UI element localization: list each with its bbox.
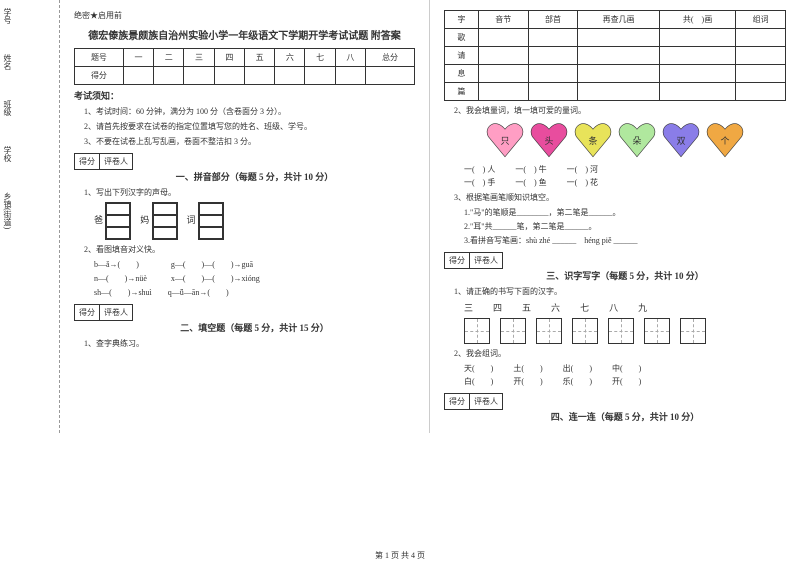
pinyin-row: sh—( )→shuì q—ǖ—ān→( ) [94,287,415,298]
margin-label: 学号 [2,8,13,24]
char-label: 爸 [94,215,103,225]
heart-icon: 头 [528,122,570,158]
th: 三 [184,49,214,67]
question-stroke: 3、根据笔画笔顺知识填空。 [454,192,786,203]
tian-grid[interactable] [644,318,670,344]
tian-grid[interactable] [536,318,562,344]
th: 八 [335,49,365,67]
heart-icon: 个 [704,122,746,158]
question-1-2: 2、看图填音对义快。 [84,244,415,255]
tian-grid[interactable] [608,318,634,344]
secret-label: 绝密★启用前 [74,10,415,21]
notice-heading: 考试须知： [74,89,415,102]
number-row: 三 四 五 六 七 八 九 [464,301,786,314]
notice-item: 1、考试时间：60 分钟，满分为 100 分（含卷面分 3 分）。 [84,106,415,117]
td: 得分 [75,67,124,85]
heart-icon: 条 [572,122,614,158]
margin-label: 班级 [2,100,13,116]
binding-margin: 学号 姓名 班级 学校 乡镇(街道) [0,0,60,433]
pinyin-grid[interactable] [152,202,178,240]
th: 二 [154,49,184,67]
tian-grid-row [464,318,786,344]
pinyin-grid[interactable] [198,202,224,240]
tian-grid[interactable] [464,318,490,344]
exam-title: 德宏傣族景颇族自治州实验小学一年级语文下学期开学考试试题 附答案 [74,27,415,42]
notice-item: 3、不要在试卷上乱写乱画，卷面不整洁扣 3 分。 [84,136,415,147]
th: 四 [214,49,244,67]
pinyin-grid[interactable] [105,202,131,240]
question-1-1: 1、写出下列汉字的声母。 [84,187,415,198]
pinyin-row: n—( )→nüè x—( )—( )→xióng [94,273,415,284]
section-2-title: 二、填空题（每题 5 分，共计 15 分） [94,321,415,334]
score-cell: 得分评卷人 [74,304,133,321]
stroke-q3: 3.看拼音写笔画：shù zhé ______ héng piě ______ [464,235,786,246]
th: 一 [123,49,153,67]
question-3-2: 2、我会组词。 [454,348,786,359]
question-2-1: 1、查字典练习。 [84,338,415,349]
score-cell: 得分评卷人 [74,153,133,170]
tian-grid[interactable] [572,318,598,344]
char-label: 妈 [140,215,149,225]
char-label: 词 [187,215,196,225]
word-row: 天( ) 土( ) 出( ) 中( ) [464,363,786,374]
page-footer: 第 1 页 共 4 页 [0,550,800,561]
th: 题号 [75,49,124,67]
th: 七 [305,49,335,67]
section-1-title: 一、拼音部分（每题 5 分，共计 10 分） [94,170,415,183]
word-row: 白( ) 开( ) 乐( ) 开( ) [464,376,786,387]
qw-items: 一( ) 人 一( ) 牛 一( ) 河 [464,164,786,175]
score-cell: 得分评卷人 [444,393,503,410]
margin-label: 学校 [2,146,13,162]
margin-label: 姓名 [2,54,13,70]
right-column: 字 音节 部首 再查几画 共( )画 组词 歌 请 息 篇 2、我会填量词，填一… [430,0,800,433]
margin-label: 乡镇(街道) [2,192,13,229]
score-cell: 得分评卷人 [444,252,503,269]
th: 六 [275,49,305,67]
question-qw: 2、我会填量词，填一填可爱的量词。 [454,105,786,116]
heart-icon: 朵 [616,122,658,158]
pinyin-row: b—ǎ→( ) g—( )—( )→guā [94,259,415,270]
dictionary-table: 字 音节 部首 再查几画 共( )画 组词 歌 请 息 篇 [444,10,786,101]
heart-icon: 只 [484,122,526,158]
section-3-title: 三、识字写字（每题 5 分，共计 10 分） [464,269,786,282]
stroke-q2: 2."耳"共______笔，第二笔是______。 [464,221,786,232]
qw-items: 一( ) 手 一( ) 鱼 一( ) 花 [464,177,786,188]
stroke-q1: 1."马"的笔顺是________，第二笔是______。 [464,207,786,218]
tian-grid[interactable] [500,318,526,344]
question-3-1: 1、请正确的书写下面的汉字。 [454,286,786,297]
heart-icon: 双 [660,122,702,158]
th: 总分 [366,49,415,67]
score-table: 题号 一 二 三 四 五 六 七 八 总分 得分 [74,48,415,85]
hearts-row: 只 头 条 朵 双 个 [444,122,786,158]
notice-item: 2、请首先按要求在试卷的指定位置填写您的姓名、班级、学号。 [84,121,415,132]
left-column: 绝密★启用前 德宏傣族景颇族自治州实验小学一年级语文下学期开学考试试题 附答案 … [60,0,430,433]
th: 五 [244,49,274,67]
tian-grid[interactable] [680,318,706,344]
section-4-title: 四、连一连（每题 5 分，共计 10 分） [464,410,786,423]
